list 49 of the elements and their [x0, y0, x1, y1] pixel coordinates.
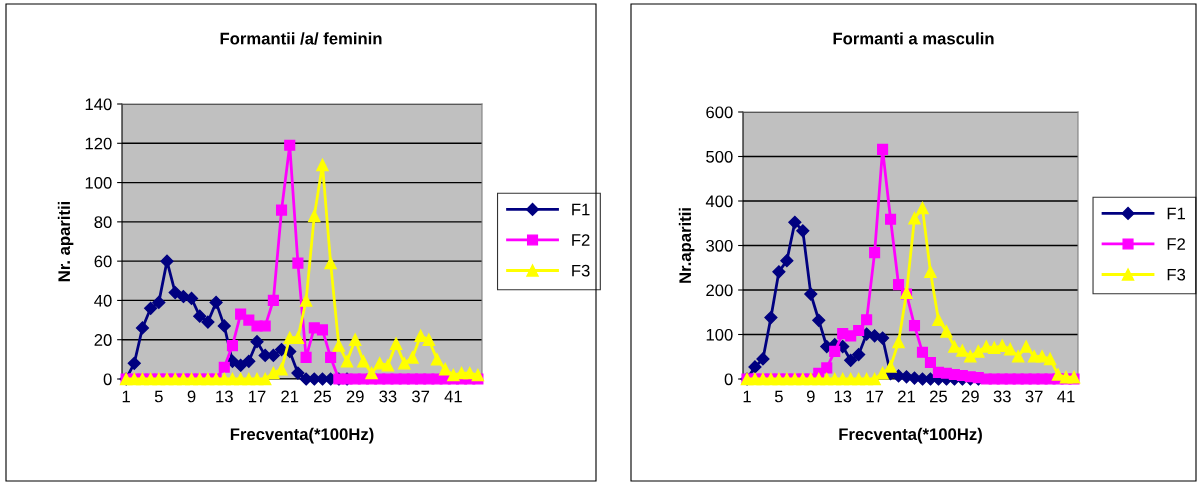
y-tick-label: 100	[706, 328, 733, 341]
x-tick-label: 1	[743, 390, 751, 403]
legend-label: F1	[572, 203, 590, 216]
x-tick-label: 13	[834, 390, 852, 403]
y-tick-label: 80	[94, 216, 112, 229]
x-tick-label: 5	[774, 390, 783, 403]
y-tick-label: 100	[85, 176, 112, 189]
x-tick-label: 37	[1025, 390, 1043, 403]
x-tick-label: 33	[379, 390, 397, 403]
legend-label: F2	[1167, 238, 1185, 250]
legend-label: F3	[572, 264, 590, 277]
chart-title: Formanti a masculin	[833, 32, 994, 45]
chart-title: Formantii /a/ feminin	[220, 32, 382, 45]
y-tick-label: 20	[94, 334, 112, 346]
legend-label: F3	[1167, 268, 1186, 281]
x-tick-label: 17	[866, 390, 884, 403]
x-tick-label: 9	[187, 390, 196, 403]
y-axis-title: Nr. aparitii	[57, 201, 74, 282]
y-tick-label: 0	[103, 373, 112, 386]
x-tick-label: 29	[346, 390, 364, 403]
x-tick-label: 17	[249, 390, 266, 403]
x-tick-label: 21	[898, 390, 915, 403]
x-tick-label: 5	[154, 390, 163, 403]
x-tick-label: 41	[444, 390, 462, 403]
x-tick-label: 9	[806, 390, 815, 403]
legend-label: F2	[572, 234, 590, 246]
y-tick-label: 140	[85, 98, 112, 111]
y-axis-title: Nr.aparitii	[678, 208, 695, 283]
y-tick-label: 0	[724, 373, 733, 386]
x-tick-label: 37	[412, 390, 430, 403]
y-tick-label: 400	[705, 195, 733, 208]
x-tick-label: 25	[929, 390, 947, 403]
x-tick-label: 1	[122, 390, 130, 403]
x-tick-label: 29	[961, 390, 979, 403]
x-tick-label: 21	[281, 390, 299, 403]
y-tick-label: 600	[706, 106, 733, 119]
y-tick-label: 60	[94, 255, 112, 268]
legend-label: F1	[1167, 207, 1185, 220]
x-tick-label: 33	[993, 390, 1011, 403]
x-axis-title: Frecventa(*100Hz)	[839, 427, 982, 444]
x-tick-label: 41	[1057, 390, 1075, 403]
y-tick-label: 120	[85, 137, 112, 150]
y-tick-label: 200	[706, 284, 733, 297]
y-tick-label: 300	[706, 239, 733, 252]
x-axis-title: Frecventa(*100Hz)	[230, 427, 374, 444]
x-tick-label: 13	[216, 390, 233, 403]
x-tick-label: 25	[314, 390, 332, 403]
y-tick-label: 500	[706, 150, 733, 163]
y-tick-label: 40	[94, 294, 112, 307]
